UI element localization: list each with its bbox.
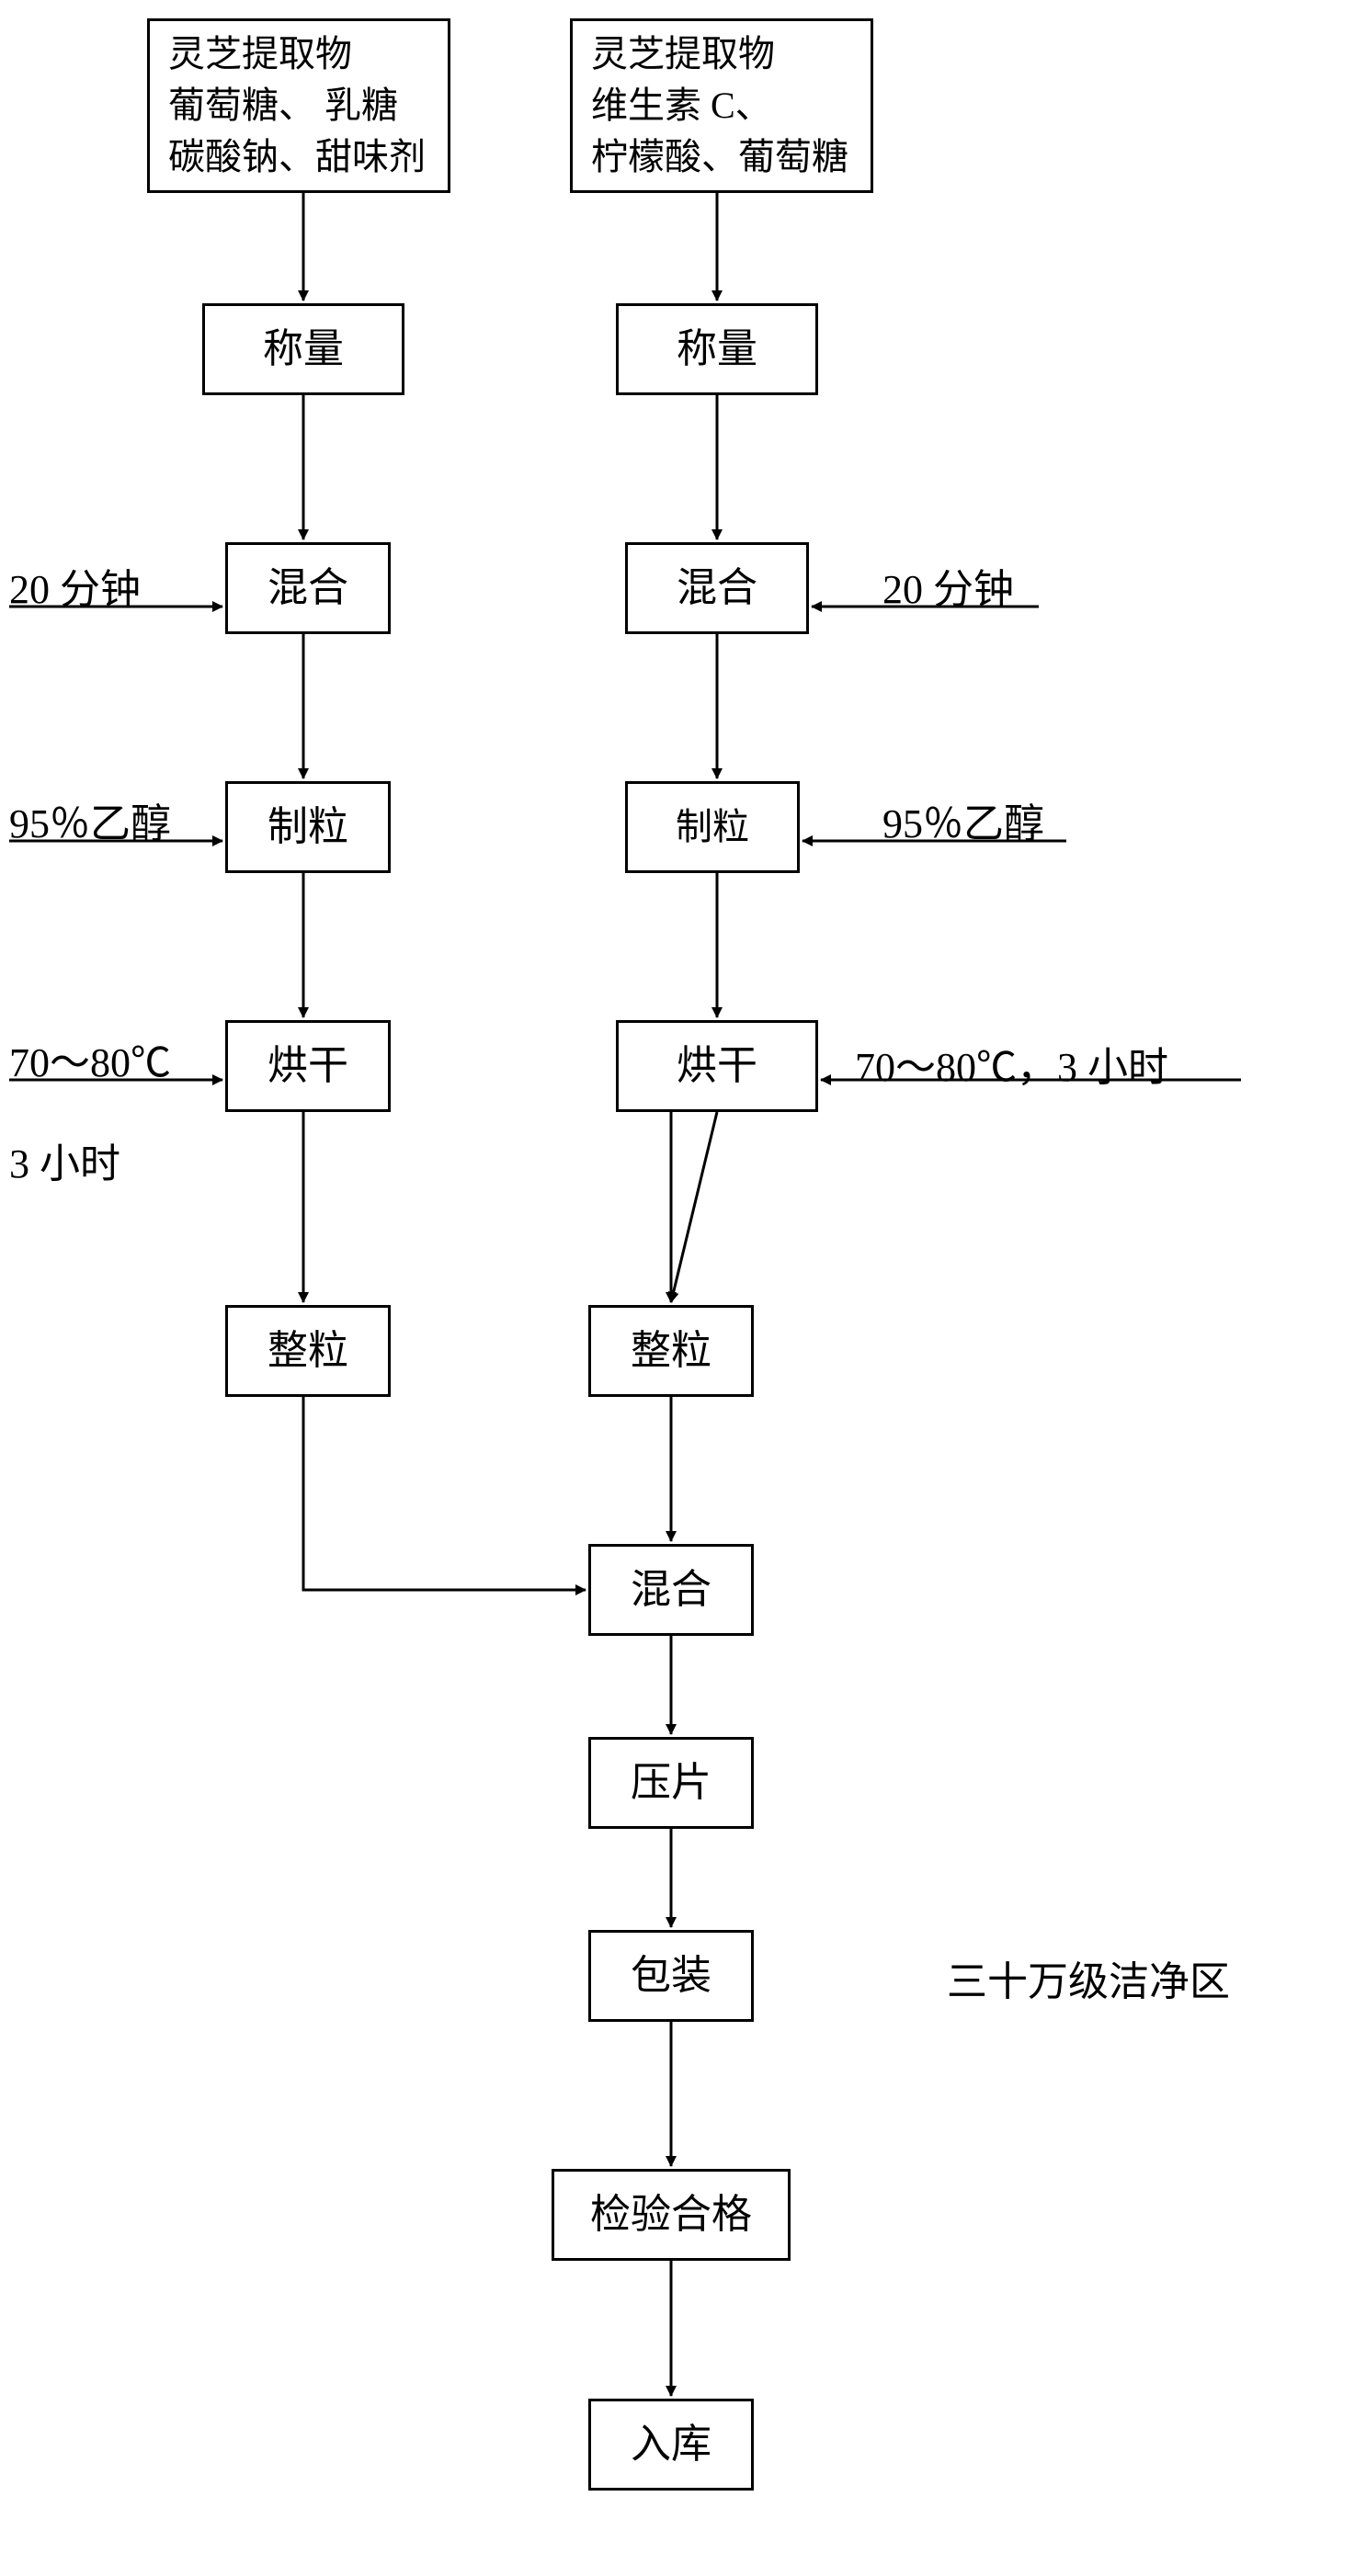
left-size-box: 整粒 — [225, 1305, 391, 1397]
right-granulate-box: 制粒 — [625, 781, 800, 873]
left-weigh-text: 称量 — [263, 321, 344, 378]
merge-inspect-box: 检验合格 — [552, 2169, 791, 2261]
right-granulate-text: 制粒 — [676, 801, 749, 853]
left-weigh-box: 称量 — [202, 303, 404, 395]
right-mix-text: 混合 — [677, 560, 757, 617]
right-dry-note: 70～80℃，3 小时 — [855, 1034, 1168, 1093]
left-mix-box: 混合 — [225, 542, 391, 634]
merge-store-box: 入库 — [588, 2399, 754, 2491]
left-size-text: 整粒 — [268, 1322, 348, 1379]
left-ingredients-box: 灵芝提取物 葡萄糖、 乳糖 碳酸钠、甜味剂 — [147, 18, 450, 193]
right-size-text: 整粒 — [631, 1322, 711, 1379]
left-dry-note: 70～80℃ — [9, 1029, 171, 1088]
right-granulate-note: 95％乙醇 — [882, 790, 1044, 849]
left-granulate-note: 95％乙醇 — [9, 790, 171, 849]
right-weigh-text: 称量 — [677, 321, 757, 378]
left-dry-box: 烘干 — [225, 1020, 391, 1112]
merge-pack-note: 三十万级洁净区 — [947, 1948, 1230, 2007]
left-mix-text: 混合 — [268, 560, 348, 617]
left-ingredients-text: 灵芝提取物 葡萄糖、 乳糖 碳酸钠、甜味剂 — [168, 28, 426, 183]
left-granulate-text: 制粒 — [268, 799, 348, 856]
right-ingredients-text: 灵芝提取物 维生素 C、 柠檬酸、葡萄糖 — [591, 28, 848, 183]
left-mix-note: 20 分钟 — [9, 556, 141, 615]
right-ingredients-box: 灵芝提取物 维生素 C、 柠檬酸、葡萄糖 — [570, 18, 873, 193]
right-dry-box: 烘干 — [616, 1020, 818, 1112]
right-dry-text: 烘干 — [677, 1038, 757, 1095]
left-dry-time: 3 小时 — [9, 1130, 120, 1189]
merge-store-text: 入库 — [631, 2416, 711, 2473]
merge-mix-box: 混合 — [588, 1544, 754, 1636]
merge-inspect-text: 检验合格 — [590, 2186, 752, 2243]
merge-press-text: 压片 — [631, 1754, 711, 1811]
right-mix-box: 混合 — [625, 542, 809, 634]
merge-pack-text: 包装 — [631, 1947, 711, 2004]
flowchart-canvas: 灵芝提取物 葡萄糖、 乳糖 碳酸钠、甜味剂 称量 混合 20 分钟 制粒 95％… — [0, 0, 1366, 2576]
right-weigh-box: 称量 — [616, 303, 818, 395]
merge-press-box: 压片 — [588, 1737, 754, 1829]
merge-pack-box: 包装 — [588, 1930, 754, 2022]
right-size-box: 整粒 — [588, 1305, 754, 1397]
left-granulate-box: 制粒 — [225, 781, 391, 873]
left-dry-text: 烘干 — [268, 1038, 348, 1095]
right-mix-note: 20 分钟 — [882, 556, 1014, 615]
merge-mix-text: 混合 — [631, 1561, 711, 1618]
